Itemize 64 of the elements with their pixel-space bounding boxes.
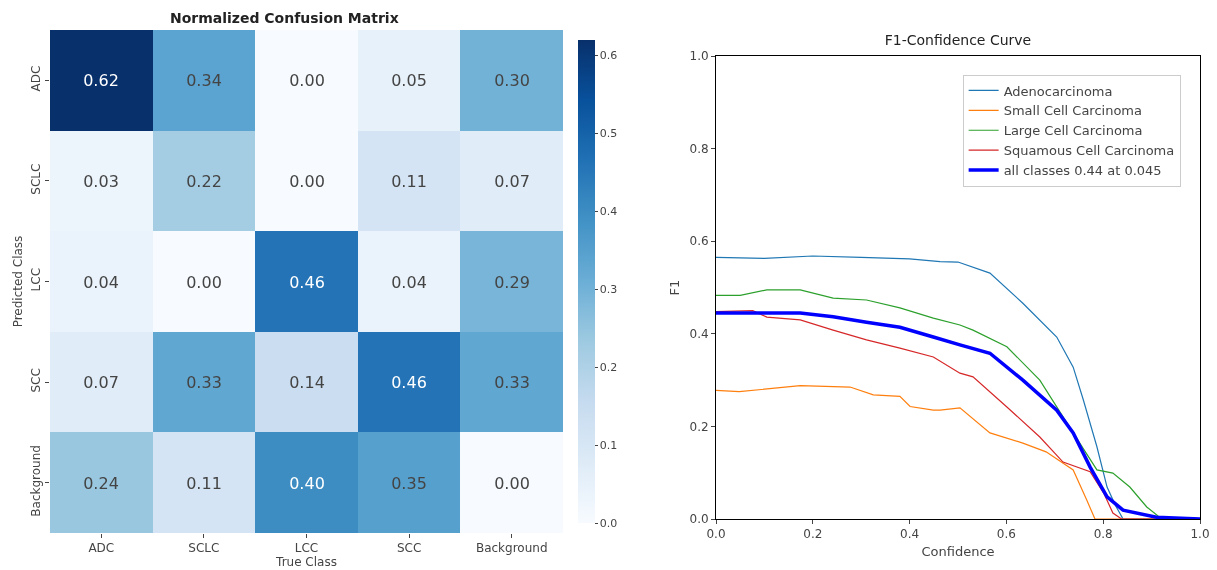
x-tick-label: Background <box>475 541 548 556</box>
color-bar-label: 0.3 <box>599 283 618 297</box>
data-label: 0.30 <box>494 70 530 90</box>
color-bar-label: 0.6 <box>599 49 618 63</box>
y-tick-label: SCC <box>29 368 44 393</box>
data-label: 0.33 <box>186 372 222 392</box>
data-label: 0.07 <box>83 372 119 392</box>
data-label: 0.04 <box>83 272 119 292</box>
y-tick-label: 0.0 <box>689 512 709 527</box>
data-label: 0.00 <box>186 272 222 292</box>
data-label: 0.34 <box>186 70 222 90</box>
chart-title: Normalized Confusion Matrix <box>169 10 399 27</box>
legend-label: Large Cell Carcinoma <box>1003 123 1143 139</box>
data-label: 0.03 <box>83 171 119 191</box>
x-tick-label: ADC <box>88 541 115 556</box>
data-label: 0.00 <box>289 70 325 90</box>
y-tick-label: 0.4 <box>689 327 709 341</box>
x-axis-title: Confidence <box>921 544 995 559</box>
data-label: 0.29 <box>494 272 530 292</box>
y-tick-label: ADC <box>29 65 44 92</box>
data-label: 0.35 <box>391 473 427 493</box>
data-label: 0.00 <box>494 473 530 493</box>
y-tick-label: 0.6 <box>689 234 709 249</box>
color-bar-label: 0.0 <box>599 516 618 530</box>
data-label: 0.05 <box>391 70 427 90</box>
y-tick-label: LCC <box>29 267 44 292</box>
data-label: 0.14 <box>289 372 325 392</box>
color-bar-label: 0.5 <box>599 127 618 141</box>
data-label: 0.40 <box>289 473 325 493</box>
y-tick-label: 1.0 <box>689 49 709 64</box>
data-label: 0.22 <box>186 171 222 191</box>
x-tick-label: SCC <box>396 541 422 556</box>
x-tick-label: 0.6 <box>996 527 1016 542</box>
color-bar-label: 0.4 <box>599 205 618 219</box>
color-bar-label: 0.2 <box>599 361 618 375</box>
x-tick-label: 1.0 <box>1190 527 1210 542</box>
y-axis-title: F1 <box>667 279 683 296</box>
legend-label: Small Cell Carcinoma <box>1003 103 1142 119</box>
chart-title: F1-Confidence Curve <box>884 31 1032 48</box>
legend-label: Squamous Cell Carcinoma <box>1003 143 1175 159</box>
legend-label: Adenocarcinoma <box>1003 83 1113 99</box>
data-label: 0.46 <box>391 372 427 392</box>
data-label: 0.33 <box>494 372 530 392</box>
x-axis-title: True Class <box>275 555 337 570</box>
x-tick-label: 0.0 <box>706 527 726 542</box>
y-tick-label: SCLC <box>29 163 44 195</box>
data-label: 0.07 <box>494 171 530 191</box>
data-label: 0.24 <box>83 473 119 493</box>
y-tick-label: 0.2 <box>689 419 709 434</box>
legend-label: all classes 0.44 at 0.045 <box>1003 163 1162 179</box>
color-bar-label: 0.1 <box>599 438 618 452</box>
x-tick-label: LCC <box>294 541 319 556</box>
data-label: 0.46 <box>289 272 325 292</box>
data-label: 0.62 <box>83 70 119 90</box>
data-label: 0.04 <box>391 272 427 292</box>
data-label: 0.11 <box>186 473 222 493</box>
y-tick-label: 0.8 <box>689 141 709 156</box>
x-tick-label: 0.4 <box>900 527 920 542</box>
y-axis-title: Predicted Class <box>10 235 25 328</box>
x-tick-label: SCLC <box>188 541 220 556</box>
x-tick-label: 0.2 <box>803 527 823 542</box>
data-label: 0.11 <box>391 171 427 191</box>
data-label: 0.00 <box>289 171 325 191</box>
x-tick-label: 0.8 <box>1093 527 1113 542</box>
